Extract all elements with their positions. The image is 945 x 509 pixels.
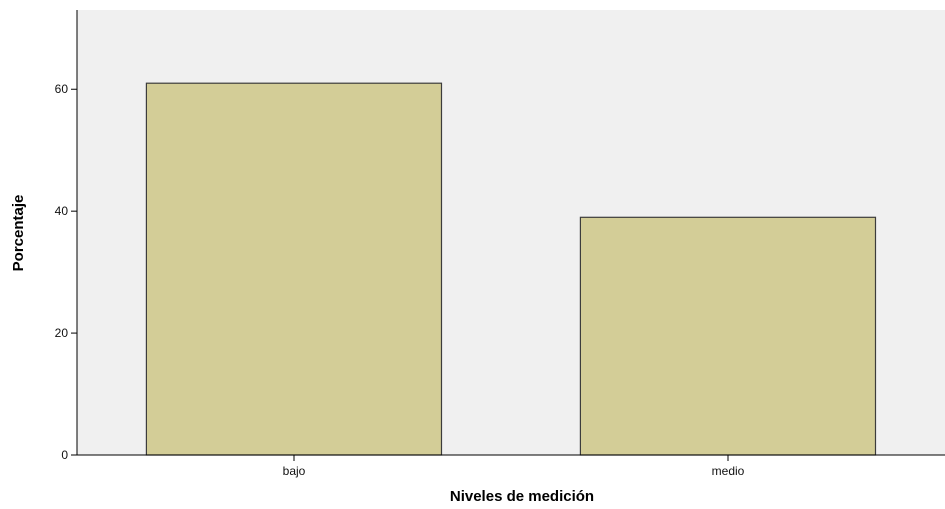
y-axis-title: Porcentaje xyxy=(10,195,27,272)
x-axis-title: Niveles de medición xyxy=(450,488,594,505)
bar-medio xyxy=(579,216,877,456)
x-tick-label: bajo xyxy=(283,464,306,478)
bars-group xyxy=(145,82,877,456)
y-tick-label: 0 xyxy=(61,448,68,462)
x-tick-label: medio xyxy=(712,464,745,478)
y-tick-label: 60 xyxy=(55,82,69,96)
x-axis: bajo medio xyxy=(77,454,945,478)
y-axis: 0 20 40 60 xyxy=(55,10,78,462)
bar-bajo xyxy=(145,82,443,456)
y-tick-label: 40 xyxy=(55,204,69,218)
y-tick-label: 20 xyxy=(55,326,69,340)
